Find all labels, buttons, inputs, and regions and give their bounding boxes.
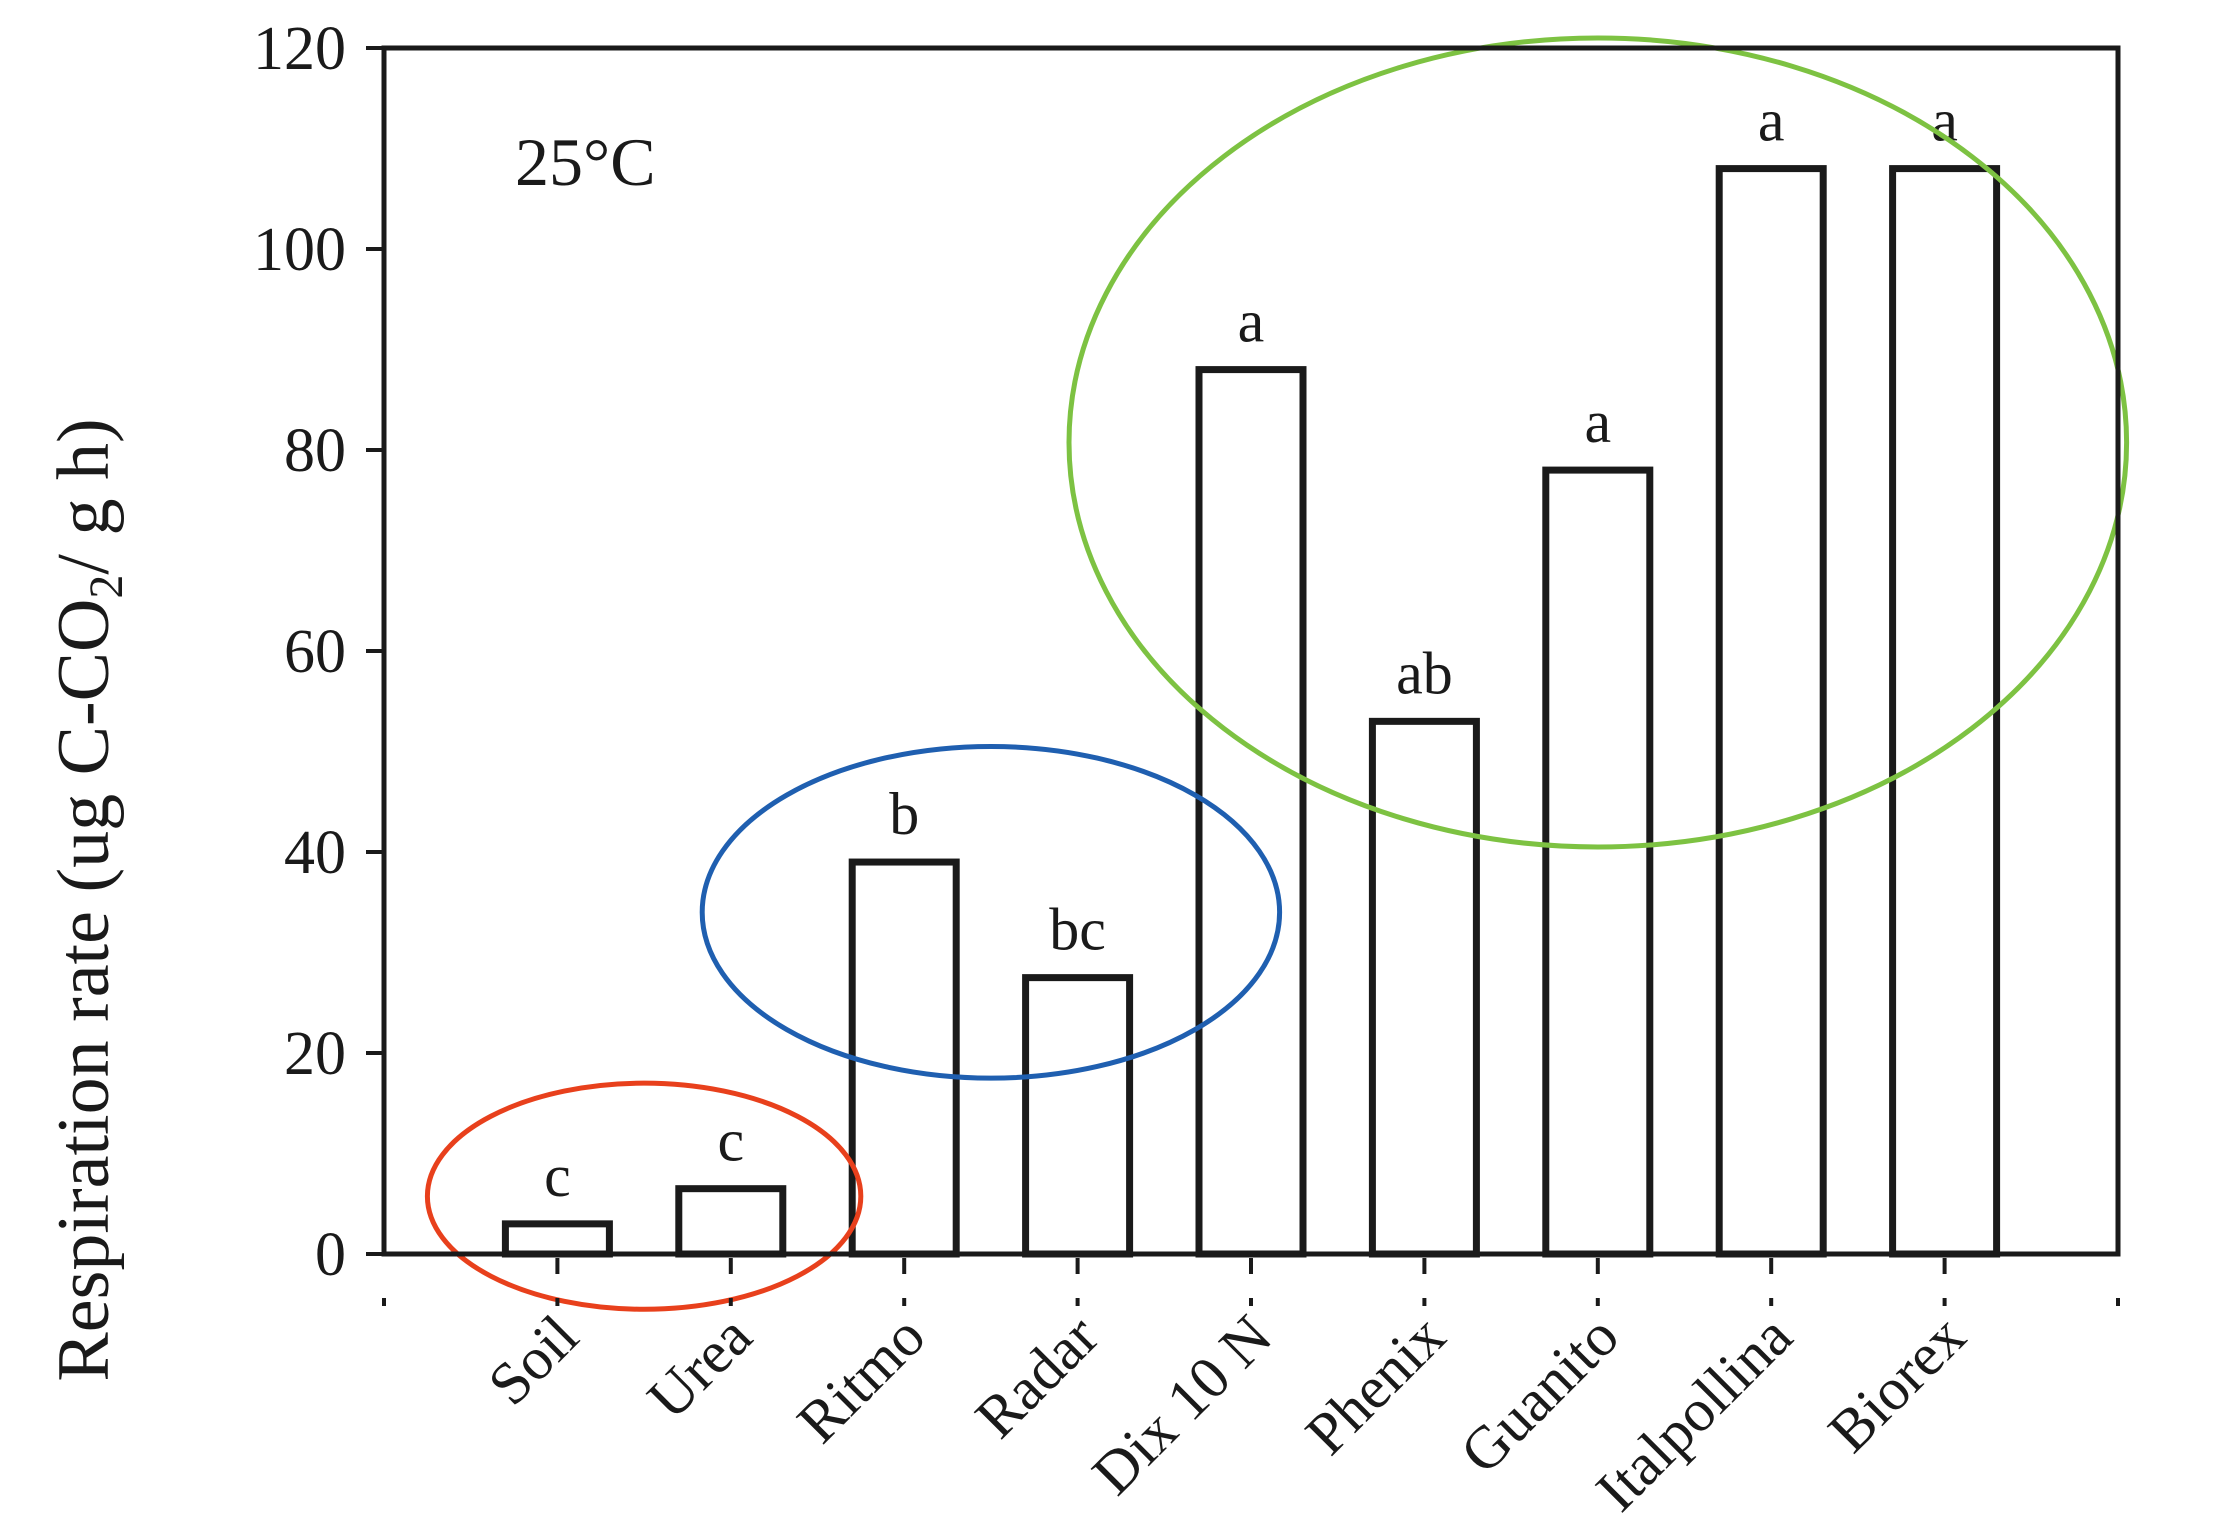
group-ellipse: [1066, 35, 2130, 850]
group-ellipses: [424, 35, 2130, 1312]
y-tick-label: 120: [253, 15, 346, 83]
x-tick-label: Urea: [635, 1303, 764, 1432]
y-tick-label: 20: [284, 1020, 346, 1088]
y-tick-label: 0: [315, 1221, 346, 1289]
y-axis-label-subscript: 2: [80, 575, 133, 599]
y-tick-label: 80: [284, 417, 346, 485]
y-tick-label: 40: [284, 819, 346, 887]
bar-label: ab: [1396, 640, 1453, 706]
x-tick-label: Ritmo: [785, 1303, 938, 1456]
bar-phenix: [1368, 717, 1480, 1258]
x-tick-label: Radar: [963, 1303, 1111, 1451]
bar-ritmo: [848, 858, 960, 1258]
y-tick-label: 60: [284, 618, 346, 686]
group-ellipse: [424, 1080, 864, 1312]
x-tick-label: Dix 10 N: [1080, 1303, 1285, 1508]
bar-radar: [1022, 974, 1134, 1258]
x-tick-label: Phenix: [1293, 1303, 1458, 1468]
y-axis-label-suffix: / g h): [43, 418, 125, 574]
temperature-annotation: 25°C: [515, 124, 656, 200]
bar-urea: [675, 1185, 787, 1258]
bar-label: bc: [1049, 897, 1106, 963]
bar-label: c: [544, 1143, 571, 1209]
y-axis-label: Respiration rate (ug C-CO2/ g h): [43, 418, 133, 1381]
bar-guanito: [1542, 466, 1654, 1258]
bar-label: a: [1758, 88, 1785, 154]
bar-soil: [501, 1220, 613, 1258]
y-axis-label-prefix: Respiration rate (ug C-CO: [43, 599, 125, 1382]
bar-italpollina: [1715, 165, 1827, 1258]
bar-label: b: [889, 781, 919, 847]
bar-label: a: [1584, 389, 1611, 455]
x-tick-label: Soil: [476, 1303, 591, 1418]
bar-label: c: [717, 1108, 744, 1174]
x-tick-label: Biorex: [1816, 1303, 1978, 1465]
bar-dix-10-n: [1195, 366, 1307, 1258]
group-ellipse: [699, 743, 1283, 1081]
y-tick-label: 100: [253, 216, 346, 284]
bar-label: a: [1238, 289, 1265, 355]
bar-biorex: [1889, 165, 2001, 1258]
y-axis: 0 20 40 60 80 100 120: [253, 15, 384, 1289]
